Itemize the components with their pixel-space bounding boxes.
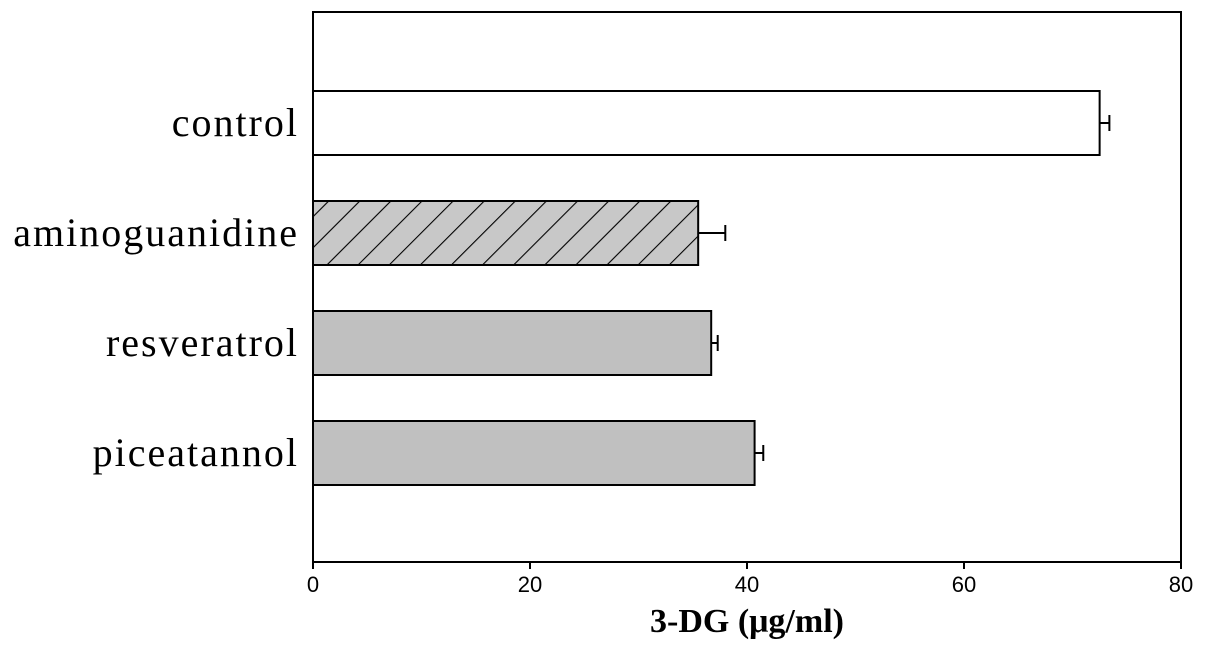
- x-tick-label-20: 20: [518, 572, 542, 597]
- bar-piceatannol: [312, 420, 756, 486]
- x-tick-label-40: 40: [735, 572, 759, 597]
- category-label-resveratrol: resveratrol: [106, 320, 299, 365]
- bar-aminoguanidine: [312, 200, 700, 266]
- bars-group: [312, 90, 1101, 486]
- x-tick-label-0: 0: [307, 572, 319, 597]
- category-label-piceatannol: piceatannol: [93, 430, 299, 475]
- category-label-control: control: [172, 100, 299, 145]
- error-bars-group: [698, 115, 1111, 461]
- x-axis-ticks: 0 20 40 60 80: [307, 562, 1193, 597]
- x-tick-label-60: 60: [952, 572, 976, 597]
- bar-resveratrol: [312, 310, 713, 376]
- bar-control: [312, 90, 1101, 156]
- category-labels: control aminoguanidine resveratrol piceatan…: [13, 100, 299, 475]
- x-tick-label-80: 80: [1169, 572, 1193, 597]
- x-axis-title: 3-DG (μg/ml): [650, 603, 844, 640]
- category-label-aminoguanidine: aminoguanidine: [13, 210, 299, 255]
